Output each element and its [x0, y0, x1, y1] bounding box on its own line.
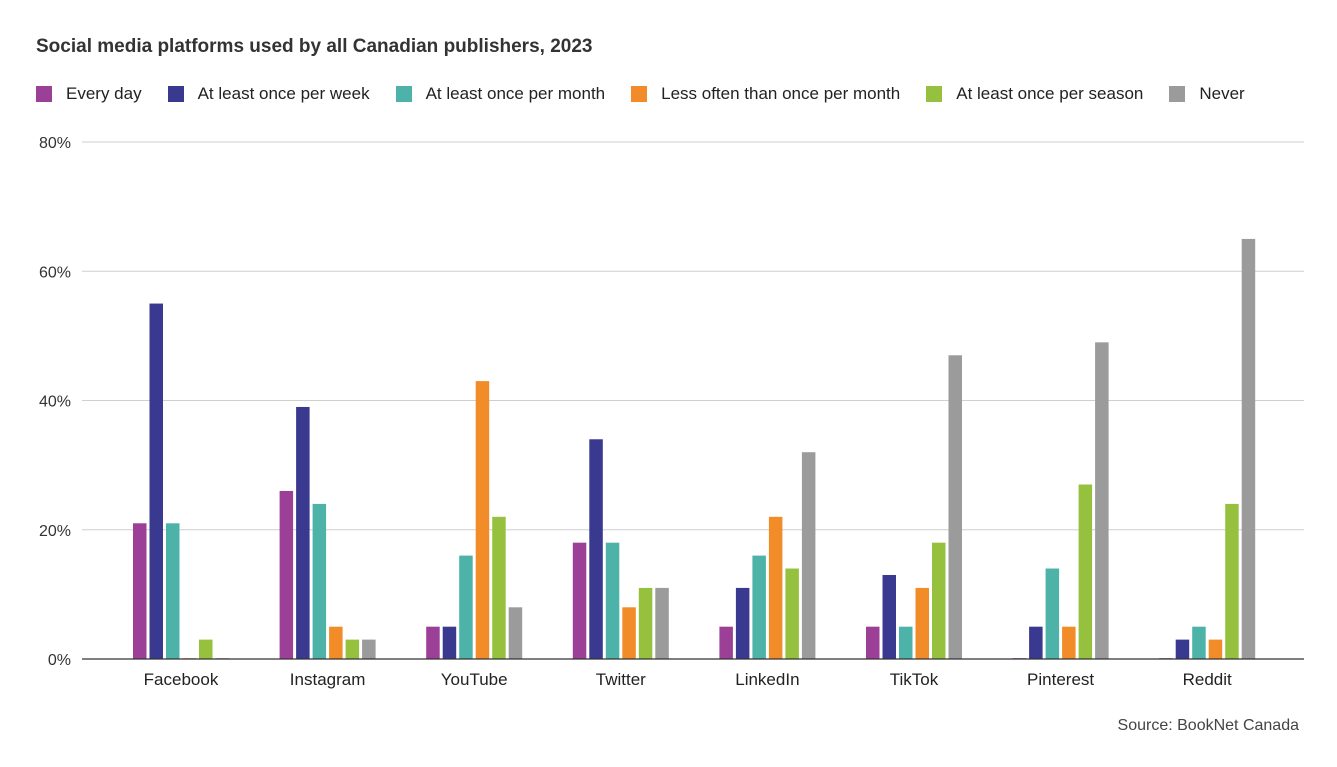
x-tick-label: YouTube: [441, 670, 508, 689]
bar: [1095, 342, 1109, 659]
x-tick-label: Twitter: [596, 670, 646, 689]
bar: [735, 587, 750, 659]
bar: [362, 639, 376, 659]
bar: [312, 503, 327, 659]
bar: [508, 607, 523, 659]
bar: [279, 490, 294, 659]
y-tick-label: 20%: [39, 523, 71, 540]
bar: [572, 542, 587, 659]
source-note: Source: BookNet Canada: [1117, 717, 1299, 734]
x-tick-label: Facebook: [144, 670, 219, 689]
legend-item: At least once per month: [395, 84, 606, 104]
bar: [719, 626, 733, 659]
bar: [475, 381, 490, 659]
bar: [1225, 503, 1239, 659]
legend-label: Less often than once per month: [661, 84, 901, 103]
bar: [345, 639, 360, 659]
x-tick-label: LinkedIn: [735, 670, 799, 689]
bar: [785, 568, 799, 659]
legend-item: At least once per week: [167, 84, 370, 104]
bar: [166, 523, 180, 659]
legend-item: Never: [1169, 84, 1245, 104]
x-tick-label: Reddit: [1183, 670, 1232, 689]
bar: [882, 574, 896, 659]
bar: [329, 626, 343, 659]
bar: [1175, 639, 1190, 659]
legend-swatch: [395, 86, 412, 102]
bar: [932, 542, 946, 659]
legend-label: Never: [1199, 84, 1245, 103]
legend-swatch: [926, 86, 943, 102]
y-tick-label: 40%: [39, 394, 71, 411]
bar: [1192, 626, 1206, 659]
legend-label: Every day: [66, 84, 142, 103]
bar: [1241, 238, 1256, 659]
bar: [622, 607, 636, 659]
bar: [1208, 639, 1223, 659]
legend-swatch: [36, 86, 52, 102]
bar: [752, 555, 766, 659]
bar: [605, 542, 620, 659]
y-tick-label: 80%: [39, 135, 71, 152]
y-tick-label: 60%: [39, 264, 71, 281]
legend-item: At least once per season: [926, 84, 1143, 104]
bar: [492, 516, 506, 659]
legend-swatch: [1169, 86, 1186, 102]
bar: [1062, 626, 1076, 659]
bar: [915, 587, 929, 659]
x-tick-label: Instagram: [290, 670, 366, 689]
legend-item: Every day: [36, 84, 142, 104]
legend-swatch: [167, 86, 184, 102]
bar: [1029, 626, 1043, 659]
bar: [638, 587, 653, 659]
legend-label: At least once per season: [956, 84, 1144, 103]
bar: [768, 516, 783, 659]
x-tick-label: TikTok: [890, 670, 939, 689]
y-tick-label: 0%: [48, 652, 71, 669]
legend-item: Less often than once per month: [631, 84, 900, 104]
bar: [296, 406, 310, 659]
bar: [199, 639, 213, 659]
bar: [149, 303, 163, 659]
legend-swatch: [631, 86, 648, 102]
bar: [899, 626, 913, 659]
legend-label: At least once per month: [425, 84, 606, 103]
bar: [442, 626, 457, 659]
chart-title: Social media platforms used by all Canad…: [36, 36, 593, 57]
bar: [1078, 484, 1093, 659]
bar: [589, 439, 603, 659]
bar: [866, 626, 880, 659]
bar: [459, 555, 473, 659]
bar: [133, 523, 147, 659]
bar: [801, 452, 816, 659]
bar: [655, 587, 669, 659]
bar: [948, 355, 962, 659]
bar: [1045, 568, 1060, 659]
chart-legend: Every day At least once per week At least …: [36, 84, 1245, 104]
bar: [426, 626, 440, 659]
x-tick-label: Pinterest: [1027, 670, 1094, 689]
legend-label: At least once per week: [197, 84, 370, 103]
